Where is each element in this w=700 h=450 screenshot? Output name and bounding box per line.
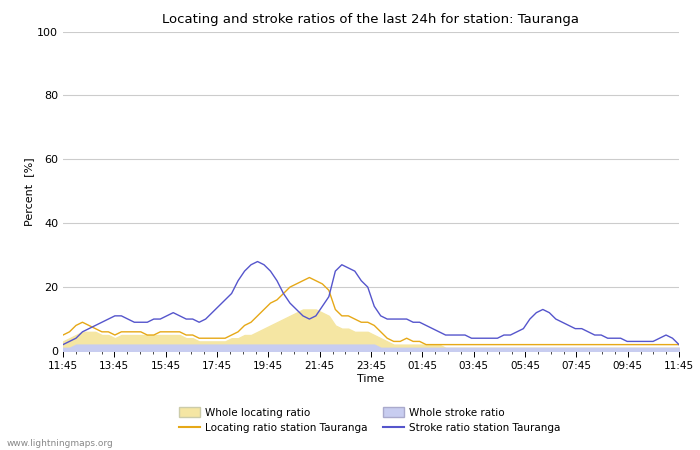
- Title: Locating and stroke ratios of the last 24h for station: Tauranga: Locating and stroke ratios of the last 2…: [162, 13, 580, 26]
- Legend: Whole locating ratio, Locating ratio station Tauranga, Whole stroke ratio, Strok: Whole locating ratio, Locating ratio sta…: [179, 407, 561, 433]
- Text: www.lightningmaps.org: www.lightningmaps.org: [7, 439, 113, 448]
- Y-axis label: Percent  [%]: Percent [%]: [25, 157, 34, 225]
- X-axis label: Time: Time: [358, 374, 384, 384]
